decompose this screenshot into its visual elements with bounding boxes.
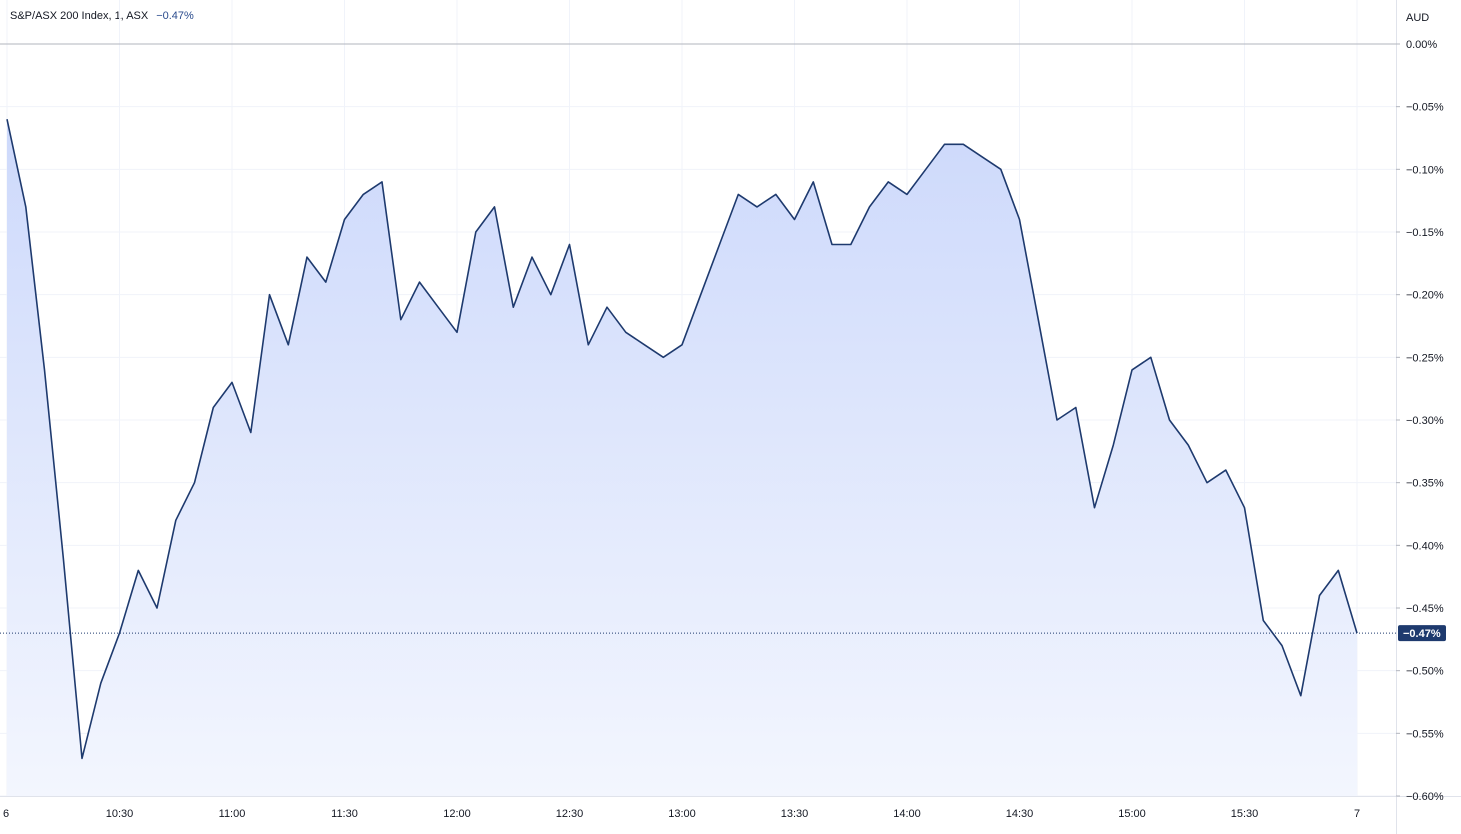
- y-tick-label: −0.55%: [1406, 728, 1444, 740]
- x-tick-label: 12:30: [556, 808, 584, 820]
- x-tick-label: 7: [1354, 808, 1360, 820]
- y-tick-label: −0.15%: [1406, 227, 1444, 239]
- last-value-badge: −0.47%: [1398, 625, 1446, 642]
- x-tick-label: 13:00: [668, 808, 696, 820]
- series-area: [7, 119, 1357, 796]
- x-tick-label: 14:30: [1006, 808, 1034, 820]
- legend-symbol: S&P/ASX 200 Index, 1, ASX: [10, 10, 149, 22]
- x-tick-label: 15:30: [1231, 808, 1259, 820]
- y-tick-label: −0.20%: [1406, 290, 1444, 302]
- chart-legend: S&P/ASX 200 Index, 1, ASX −0.47%: [10, 10, 194, 22]
- y-tick-label: −0.30%: [1406, 415, 1444, 427]
- y-tick-label: −0.50%: [1406, 666, 1444, 678]
- x-tick-label: 11:00: [219, 808, 246, 820]
- y-tick-label: 0.00%: [1406, 39, 1437, 51]
- x-tick-label: 6: [3, 808, 9, 820]
- x-tick-label: 12:00: [443, 808, 471, 820]
- series-line: [6, 119, 1358, 760]
- last-value-badge-bg: [1398, 625, 1446, 642]
- y-tick-label: −0.10%: [1406, 164, 1444, 176]
- x-tick-label: 11:30: [331, 808, 358, 820]
- x-tick-label: 15:00: [1118, 808, 1146, 820]
- y-tick-label: −0.35%: [1406, 478, 1444, 490]
- x-tick-label: 10:30: [106, 808, 134, 820]
- y-tick-label: −0.60%: [1406, 791, 1444, 803]
- x-tick-label: 13:30: [781, 808, 809, 820]
- x-tick-label: 14:00: [893, 808, 921, 820]
- y-tick-label: −0.25%: [1406, 352, 1444, 364]
- last-value-label: −0.47%: [1403, 628, 1441, 640]
- y-tick-label: −0.40%: [1406, 540, 1444, 552]
- y-tick-label: −0.45%: [1406, 603, 1444, 615]
- legend-change: −0.47%: [156, 10, 194, 22]
- y-tick-label: −0.05%: [1406, 102, 1444, 114]
- currency-label: AUD: [1406, 12, 1429, 24]
